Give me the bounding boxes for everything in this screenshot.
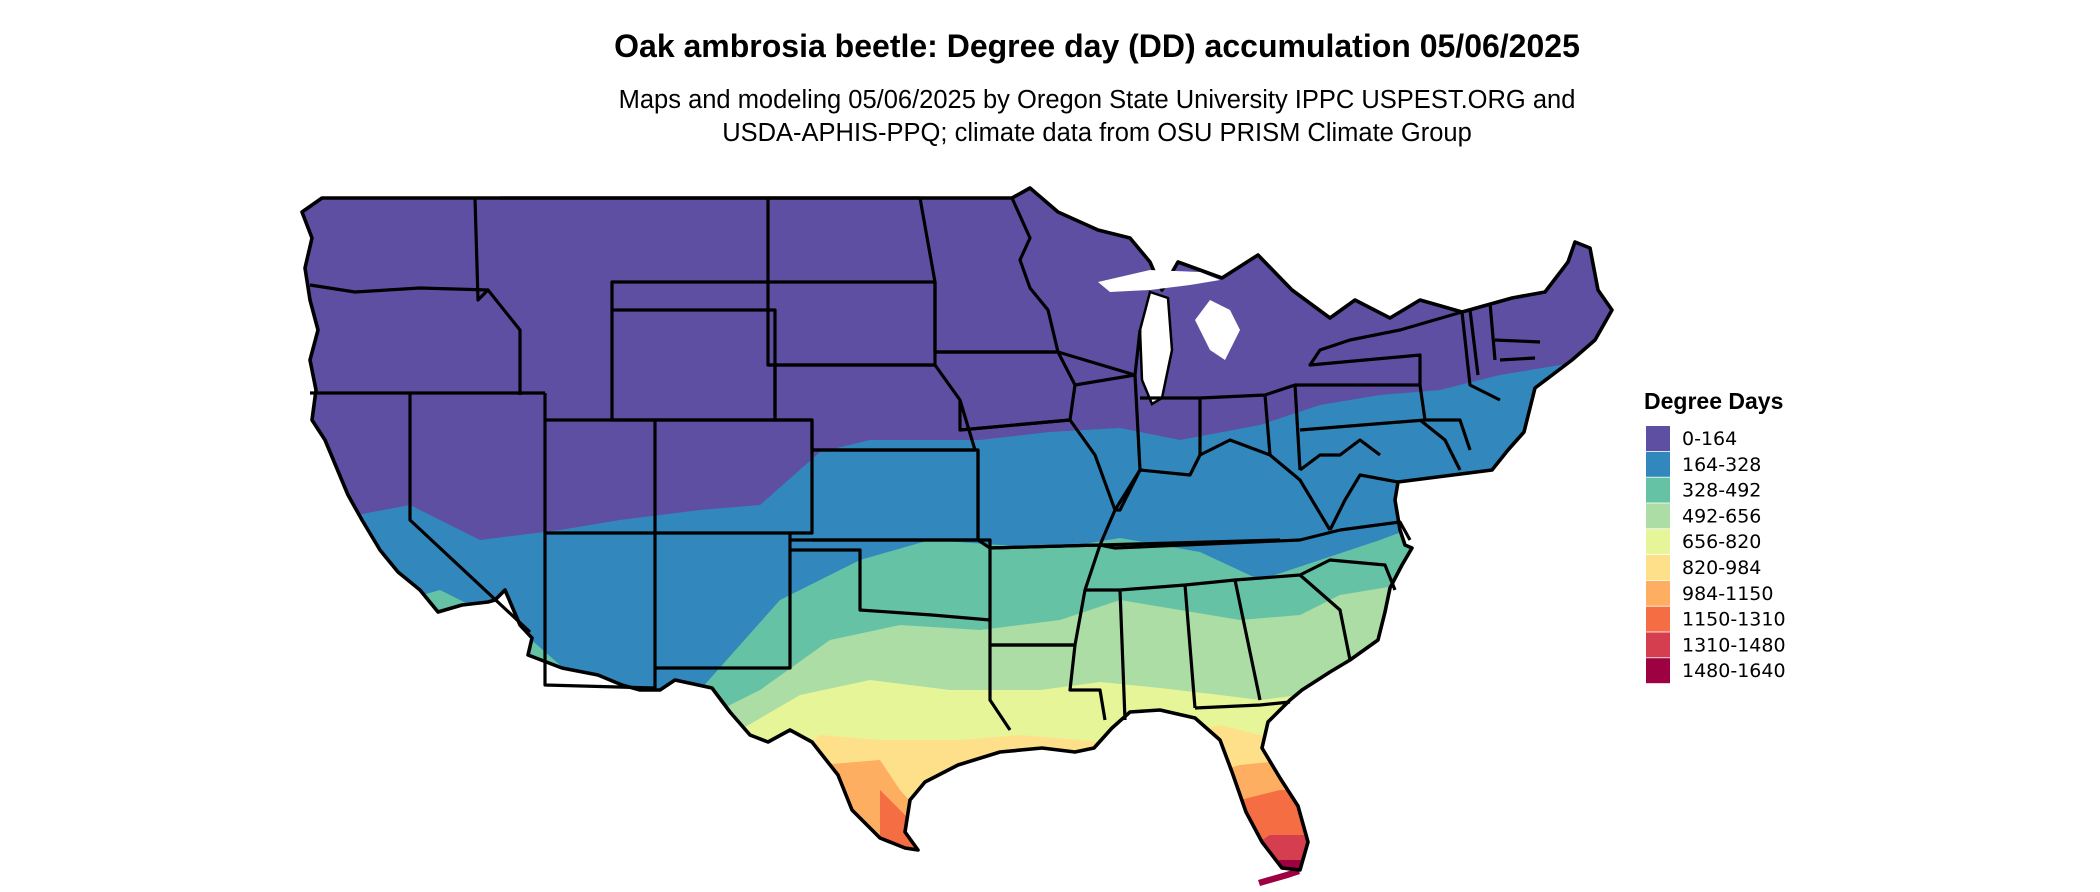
legend-swatch-656-820 — [1646, 529, 1670, 555]
legend-swatch-164-328 — [1646, 451, 1670, 477]
legend-swatch-328-492 — [1646, 477, 1670, 503]
legend-label-1480-1640: 1480-1640 — [1682, 660, 1786, 682]
legend-title: Degree Days — [1644, 388, 1783, 414]
map-title: Oak ambrosia beetle: Degree day (DD) acc… — [614, 28, 1580, 64]
legend: Degree Days 0-164 164-328 328-492 492-656 65… — [1644, 388, 1786, 684]
zone-656-820 — [302, 660, 1612, 870]
legend-swatch-984-1150 — [1646, 580, 1670, 606]
legend-label-656-820: 656-820 — [1682, 531, 1761, 553]
legend-label-1310-1480: 1310-1480 — [1682, 634, 1786, 656]
legend-swatch-0-164 — [1646, 426, 1670, 451]
legend-swatch-492-656 — [1646, 503, 1670, 529]
map-subtitle-line2: USDA-APHIS-PPQ; climate data from OSU PR… — [722, 119, 1472, 147]
legend-swatch-1150-1310 — [1646, 606, 1670, 632]
us-outline — [300, 186, 1614, 872]
legend-label-492-656: 492-656 — [1682, 505, 1761, 527]
legend-label-0-164: 0-164 — [1682, 428, 1737, 450]
zone-1310-1480 — [1180, 835, 1612, 870]
legend-swatch-1480-1640 — [1646, 658, 1670, 684]
legend-label-328-492: 328-492 — [1682, 480, 1761, 502]
legend-label-820-984: 820-984 — [1682, 557, 1761, 579]
degree-day-fill — [302, 188, 1612, 870]
florida-keys — [1258, 868, 1300, 886]
zone-1150-1310 — [302, 790, 1612, 870]
legend-swatch-820-984 — [1646, 555, 1670, 580]
state-boundaries — [309, 196, 1541, 731]
map-subtitle-line1: Maps and modeling 05/06/2025 by Oregon S… — [619, 86, 1576, 114]
legend-label-164-328: 164-328 — [1682, 454, 1761, 476]
legend-label-1150-1310: 1150-1310 — [1682, 609, 1786, 631]
zone-984-1150 — [302, 760, 1612, 870]
legend-swatch-1310-1480 — [1646, 632, 1670, 658]
zone-1480-1640 — [1200, 860, 1612, 870]
legend-items: 0-164 164-328 328-492 492-656 656-820 820-984… — [1646, 426, 1786, 684]
legend-label-984-1150: 984-1150 — [1682, 583, 1773, 605]
